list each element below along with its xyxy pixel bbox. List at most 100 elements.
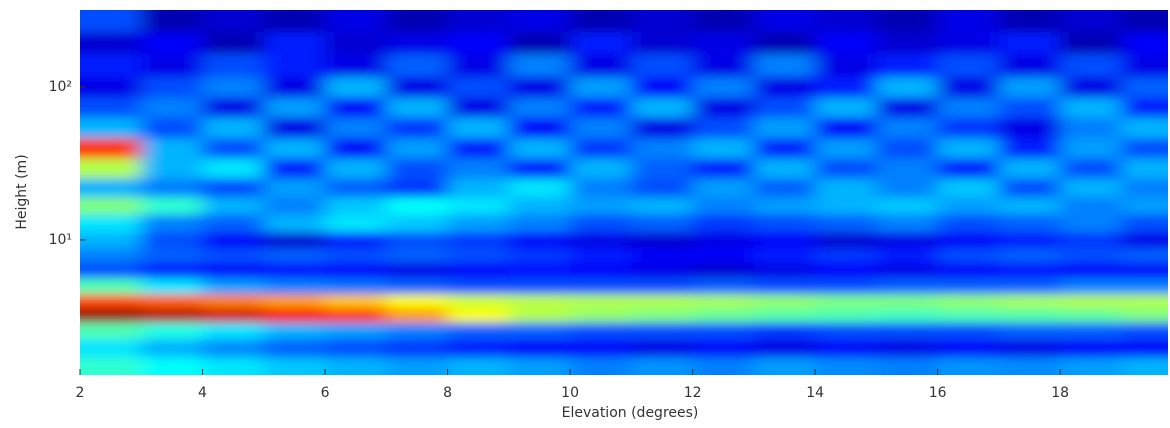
heatmap-cell [815,196,878,215]
heatmap-cell [447,75,510,98]
heatmap-cell [447,157,510,179]
heatmap-cell [80,177,143,198]
heatmap-cell [998,196,1062,215]
heatmap-cell [202,231,265,249]
heatmap-cell [1121,338,1168,358]
heatmap-cell [692,177,755,198]
heatmap-cell [753,31,817,54]
heatmap-cell [202,157,265,179]
heatmap-cell [202,307,265,323]
heatmap-cell [263,157,327,179]
heatmap-cell [631,321,694,340]
heatmap-cell [386,31,449,54]
heatmap-cell [692,213,755,233]
heatmap-cell [570,338,633,358]
heatmap-cell [692,157,755,179]
heatmap-cell [325,213,388,233]
heatmap-cell [202,96,265,118]
heatmap-cell [447,293,510,309]
heatmap-cell [447,321,510,340]
heatmap-cell [1060,247,1123,263]
heatmap-cell [325,261,388,279]
heatmap-cell [80,247,143,263]
heatmap-cell [998,321,1062,340]
heatmap-cell [570,137,633,159]
heatmap-cell [753,52,817,77]
y-tick-label: 10¹ [49,232,72,248]
heatmap-cell [692,261,755,279]
heatmap-cell [753,338,817,358]
heatmap-cell [876,52,939,77]
heatmap-cell [263,96,327,118]
heatmap-cell [998,75,1062,98]
heatmap-cell [1121,31,1168,54]
heatmap-cell [937,75,1000,98]
heatmap-cell [937,31,1000,54]
heatmap-cell [1121,116,1168,139]
y-axis-label: Height (m) [14,154,30,229]
heatmap-cell [1060,231,1123,249]
heatmap-cell [325,177,388,198]
heatmap-cell [937,196,1000,215]
heatmap-cell [570,293,633,309]
heatmap-cell [876,75,939,98]
x-tick-label: 4 [198,385,207,401]
heatmap-cell [447,338,510,358]
heatmap-cell [386,137,449,159]
heatmap-cell [570,231,633,249]
heatmap-cell [570,75,633,98]
heatmap-cell [202,261,265,279]
heatmap-cell [263,116,327,139]
heatmap-cell [937,157,1000,179]
x-tick-label: 6 [321,385,330,401]
heatmap-cell [815,177,878,198]
heatmap-cell [263,137,327,159]
heatmap-cell [998,293,1062,309]
heatmap-cell [447,356,510,375]
heatmap-cell [386,213,449,233]
heatmap-cell [570,307,633,323]
heatmap-cell [80,10,143,33]
heatmap-cell [876,261,939,279]
heatmap-cell [386,177,449,198]
heatmap-cell [631,31,694,54]
heatmap-cell [692,96,755,118]
heatmap-cell [202,116,265,139]
heatmap-cell [1121,321,1168,340]
heatmap-cell [815,321,878,340]
heatmap-cell [753,157,817,179]
heatmap-cell [876,177,939,198]
heatmap-cell [141,338,204,358]
heatmap-cell [1121,137,1168,159]
heatmap-cell [141,231,204,249]
heatmap-cell [876,231,939,249]
heatmap-cell [508,10,572,33]
heatmap-cell [631,10,694,33]
heatmap-cell [202,321,265,340]
heatmap-cell [202,75,265,98]
heatmap-cell [80,116,143,139]
heatmap-cell [692,52,755,77]
heatmap-cell [141,321,204,340]
heatmap-cell [753,137,817,159]
heatmap-cell [80,338,143,358]
x-tick-label: 10 [561,385,579,401]
heatmap-cell [937,116,1000,139]
heatmap-cell [202,10,265,33]
heatmap-cell [876,137,939,159]
heatmap-cell [508,293,572,309]
heatmap-cell [631,293,694,309]
heatmap-cell [998,247,1062,263]
heatmap-cell [386,231,449,249]
heatmap-cells [80,10,1168,375]
heatmap-cell [815,277,878,295]
heatmap-cell [631,177,694,198]
heatmap-cell [508,307,572,323]
heatmap-cell [937,231,1000,249]
heatmap-cell [141,96,204,118]
heatmap-cell [508,231,572,249]
heatmap-cell [998,137,1062,159]
heatmap-cell [570,213,633,233]
heatmap-cell [1121,177,1168,198]
